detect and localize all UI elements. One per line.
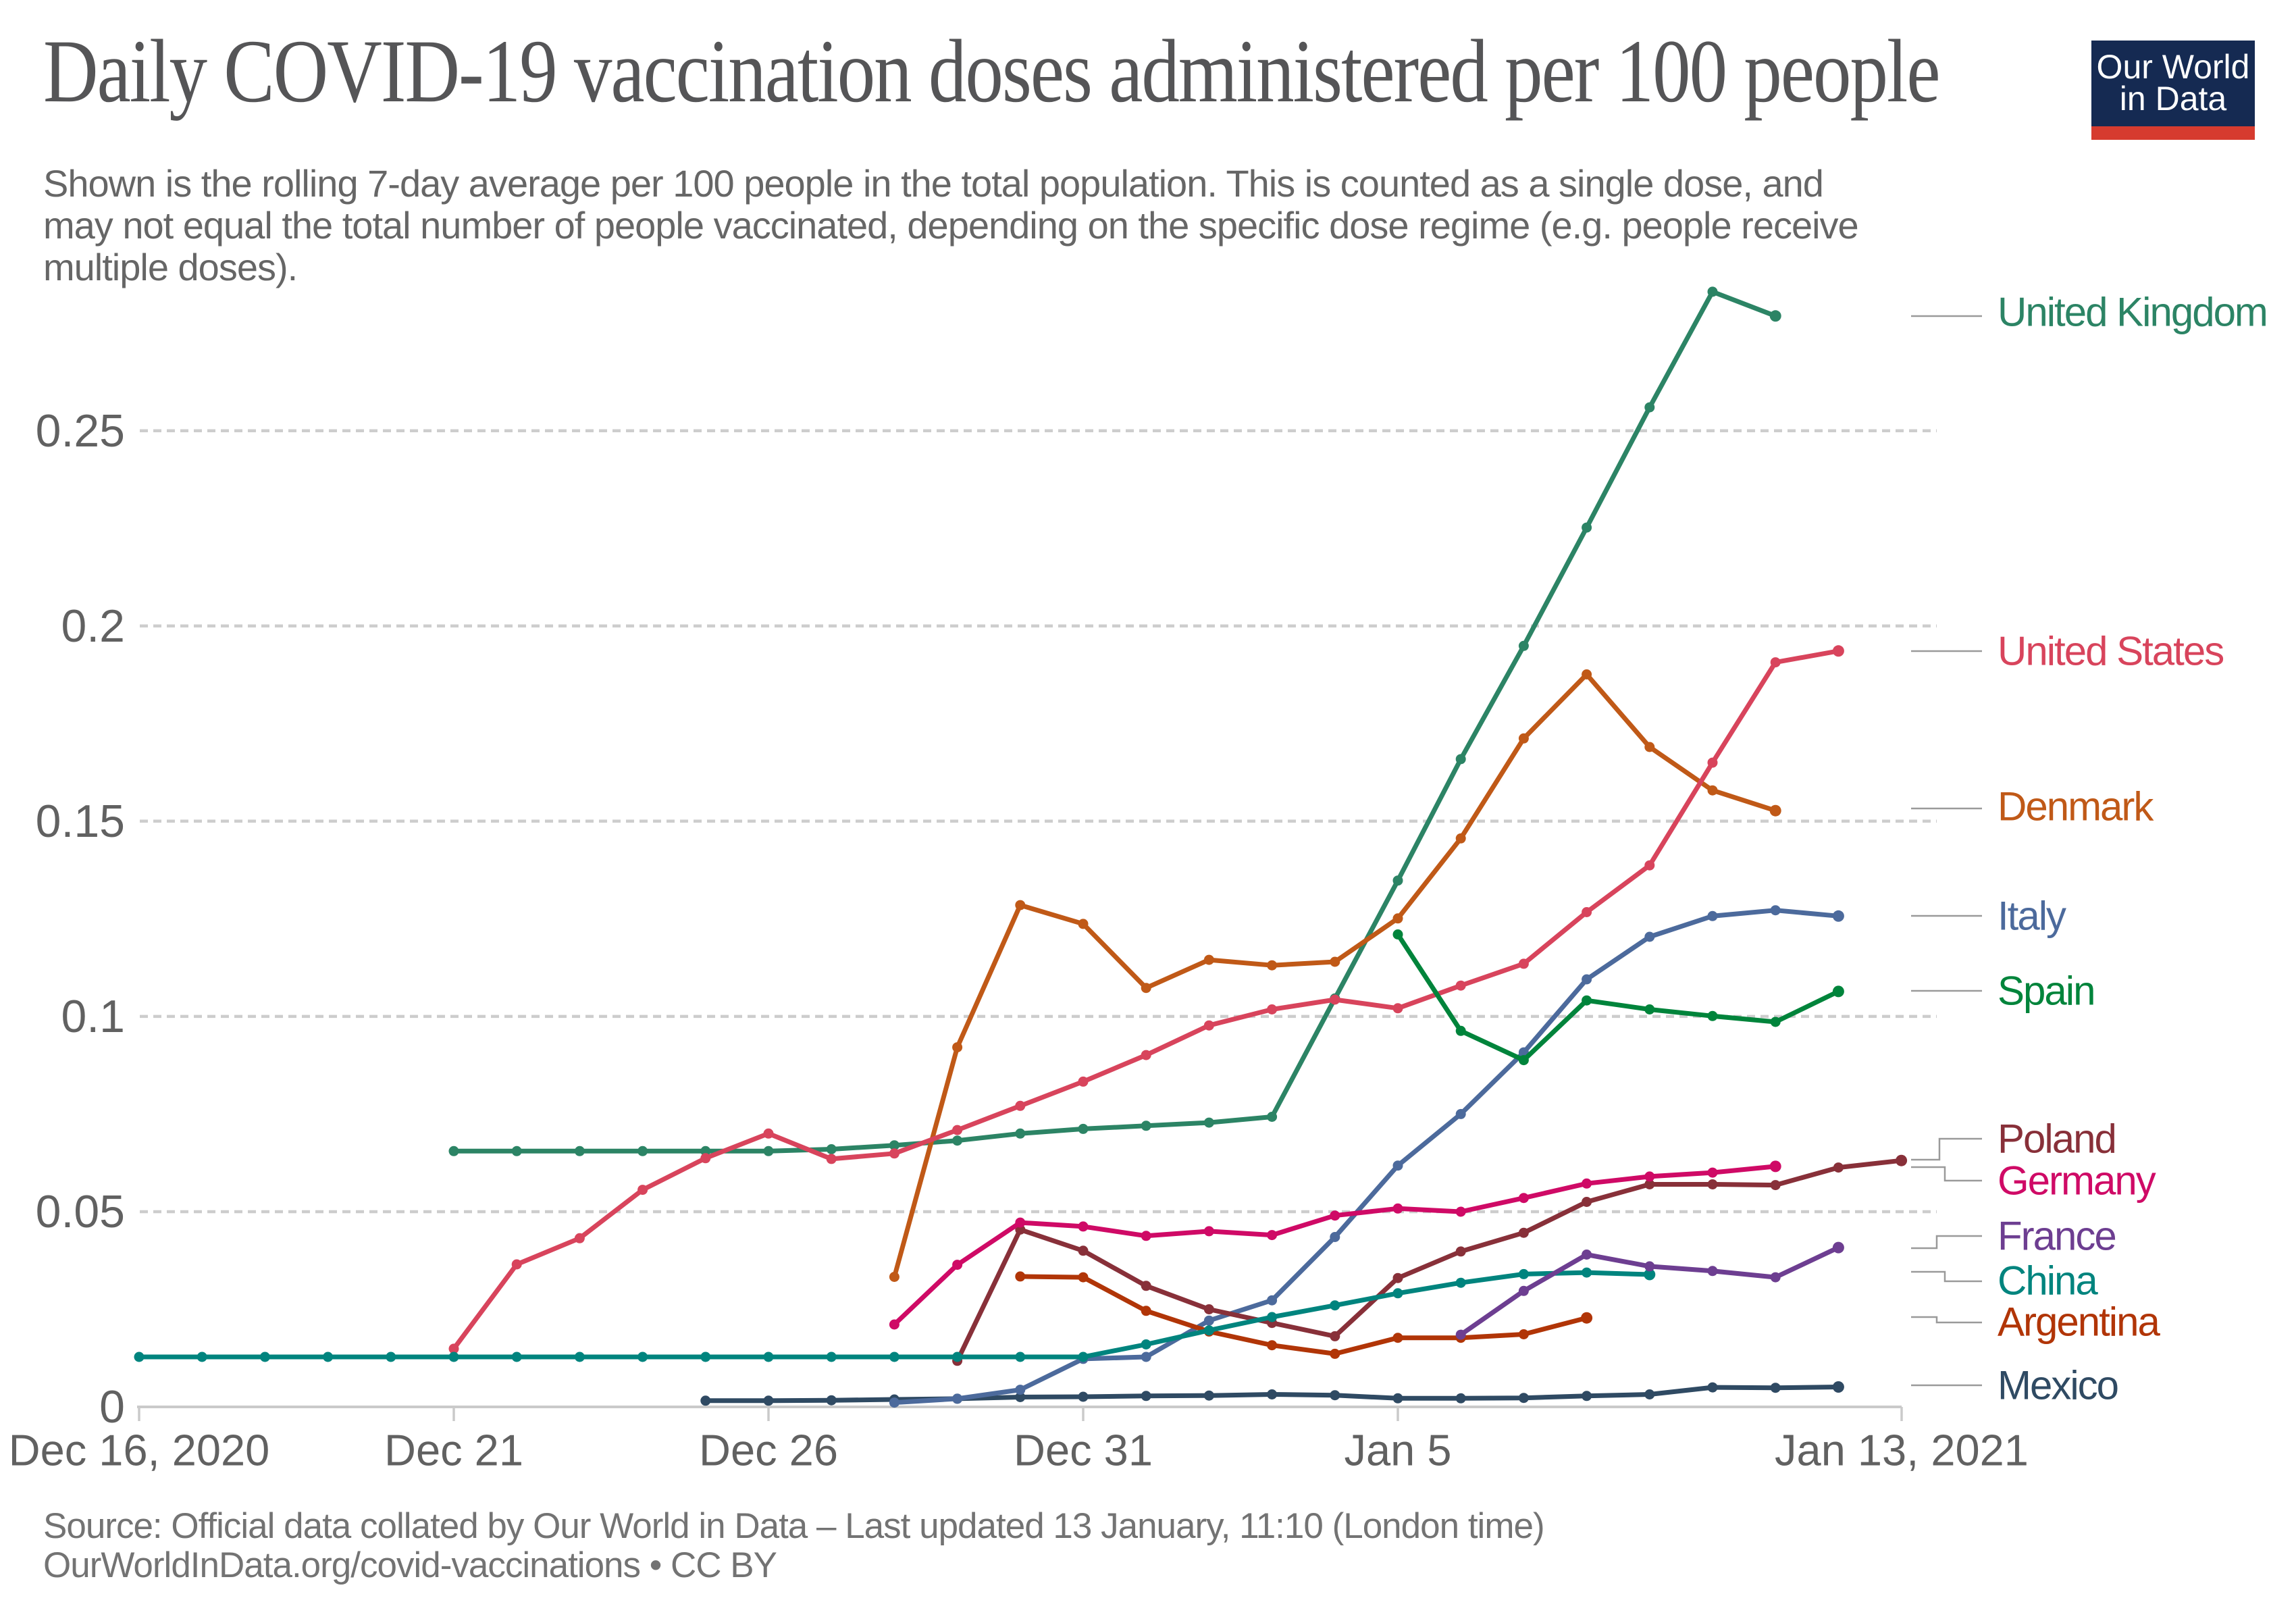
svg-text:0.05: 0.05 — [36, 1186, 125, 1237]
svg-text:in Data: in Data — [2120, 80, 2227, 118]
svg-text:Spain: Spain — [1998, 969, 2094, 1014]
svg-text:Dec 26: Dec 26 — [699, 1426, 838, 1475]
svg-text:0.25: 0.25 — [36, 405, 125, 457]
svg-text:Dec 21: Dec 21 — [384, 1426, 523, 1475]
svg-text:Jan 13, 2021: Jan 13, 2021 — [1775, 1426, 2029, 1475]
svg-text:OurWorldInData.org/covid-vacci: OurWorldInData.org/covid-vaccinations • … — [43, 1545, 777, 1585]
svg-text:United Kingdom: United Kingdom — [1998, 290, 2267, 335]
svg-text:Dec 31: Dec 31 — [1014, 1426, 1153, 1475]
svg-text:France: France — [1998, 1214, 2116, 1259]
svg-text:Argentina: Argentina — [1998, 1300, 2160, 1345]
svg-text:0.1: 0.1 — [61, 991, 125, 1042]
svg-text:0: 0 — [99, 1381, 125, 1433]
svg-text:Mexico: Mexico — [1998, 1363, 2118, 1408]
svg-text:0.15: 0.15 — [36, 796, 125, 847]
svg-text:0.2: 0.2 — [61, 600, 125, 652]
svg-text:Our World: Our World — [2097, 48, 2250, 86]
svg-text:Shown is the rolling 7-day ave: Shown is the rolling 7-day average per 1… — [43, 162, 1823, 205]
svg-text:Germany: Germany — [1998, 1158, 2156, 1204]
svg-text:Jan 5: Jan 5 — [1344, 1426, 1451, 1475]
svg-text:Daily COVID-19 vaccination dos: Daily COVID-19 vaccination doses adminis… — [43, 21, 1939, 121]
svg-text:China: China — [1998, 1258, 2098, 1304]
svg-text:Poland: Poland — [1998, 1116, 2116, 1162]
svg-text:Denmark: Denmark — [1998, 784, 2154, 829]
svg-text:Dec 16, 2020: Dec 16, 2020 — [9, 1426, 270, 1475]
svg-text:may not equal the total number: may not equal the total number of people… — [43, 204, 1858, 247]
svg-text:United States: United States — [1998, 629, 2223, 674]
svg-text:Source: Official data collated: Source: Official data collated by Our Wo… — [43, 1506, 1544, 1546]
svg-text:multiple doses).: multiple doses). — [43, 246, 297, 288]
svg-text:Italy: Italy — [1998, 894, 2066, 939]
